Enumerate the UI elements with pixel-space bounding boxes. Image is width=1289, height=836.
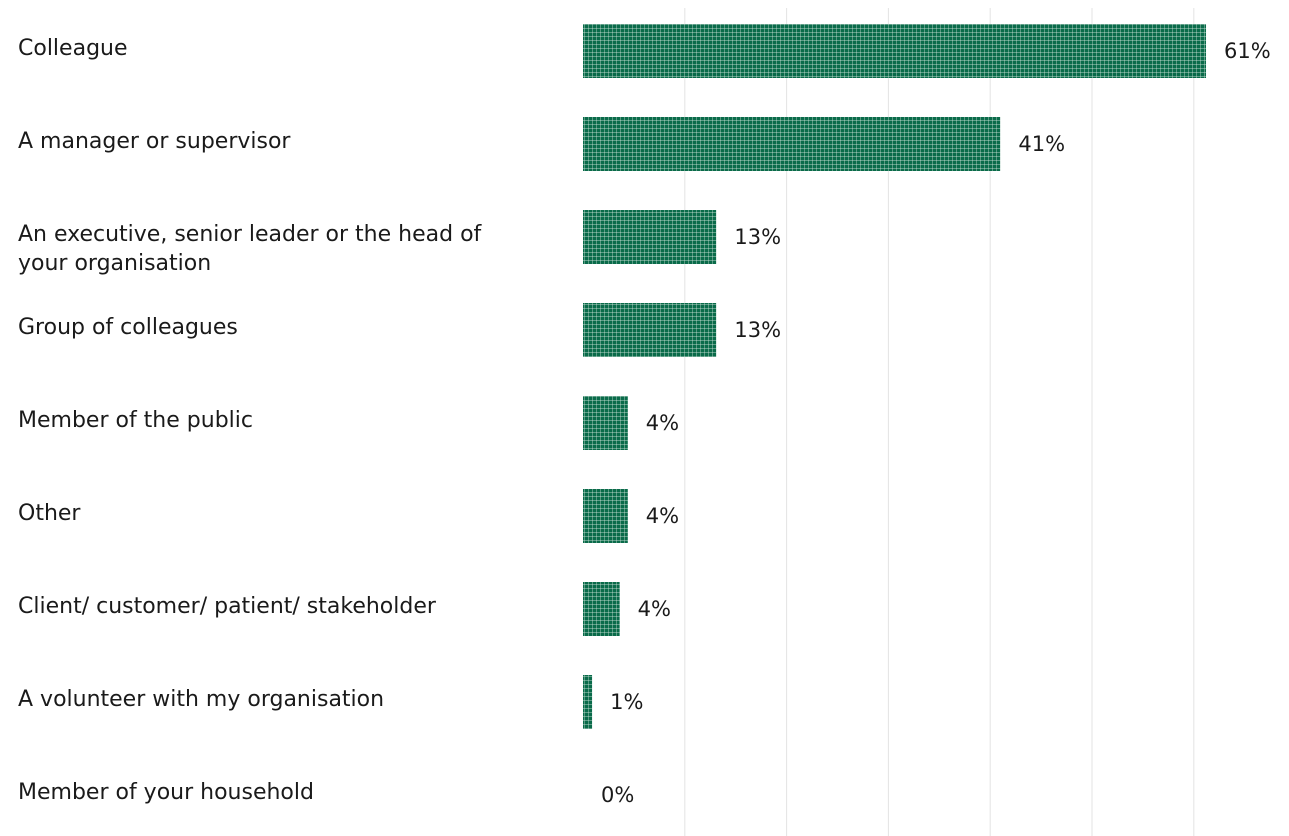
value-label: 4% bbox=[638, 597, 671, 621]
bar bbox=[583, 303, 717, 357]
value-label: 0% bbox=[601, 783, 634, 807]
bar bbox=[583, 24, 1207, 78]
value-label: 13% bbox=[734, 225, 781, 249]
value-label: 41% bbox=[1018, 132, 1065, 156]
value-label: 61% bbox=[1224, 39, 1271, 63]
bar bbox=[583, 396, 628, 450]
value-label: 4% bbox=[646, 504, 679, 528]
category-label: Colleague bbox=[18, 36, 128, 61]
bar bbox=[583, 117, 1001, 171]
category-label: A volunteer with my organisation bbox=[18, 687, 384, 712]
category-label: Other bbox=[18, 501, 81, 526]
category-label: Member of the public bbox=[18, 408, 253, 433]
category-label: Member of your household bbox=[18, 780, 314, 805]
bars bbox=[583, 24, 1207, 729]
bar bbox=[583, 489, 628, 543]
value-label: 1% bbox=[610, 690, 643, 714]
value-label: 13% bbox=[734, 318, 781, 342]
category-label: A manager or supervisor bbox=[18, 129, 291, 154]
category-label: Group of colleagues bbox=[18, 315, 238, 340]
bar bbox=[583, 210, 717, 264]
category-label: An executive, senior leader or the head … bbox=[18, 222, 483, 276]
value-label: 4% bbox=[646, 411, 679, 435]
value-labels: 61% 41% 13% 13% 4% 4% 4% 1% 0% bbox=[601, 39, 1271, 807]
bar bbox=[583, 582, 620, 636]
bar bbox=[583, 675, 593, 729]
category-labels: Colleague A manager or supervisor An execu… bbox=[18, 36, 483, 805]
category-label: Client/ customer/ patient/ stakeholder bbox=[18, 594, 437, 619]
